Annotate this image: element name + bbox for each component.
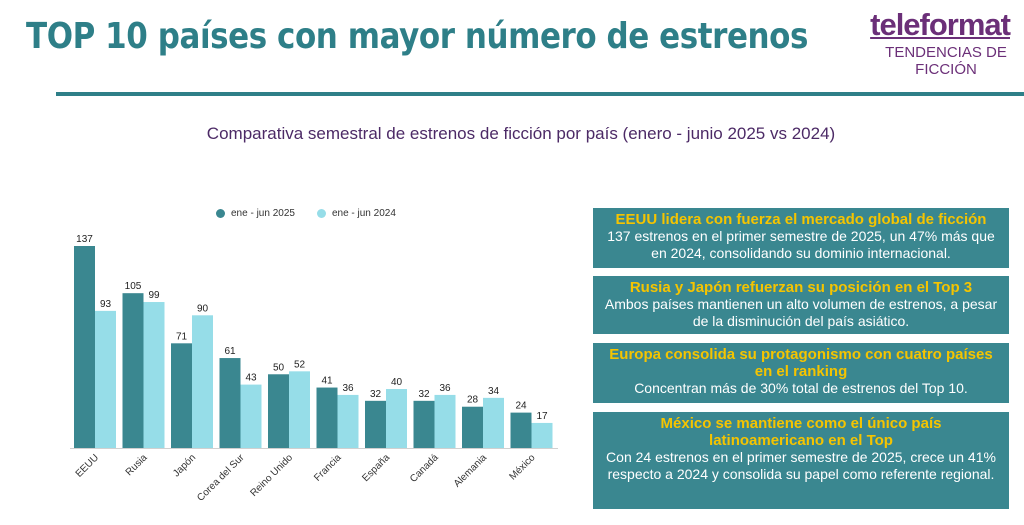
bar-2025: [316, 387, 338, 448]
data-label: 43: [245, 373, 257, 384]
insight-body: Ambos países mantienen un alto volumen d…: [604, 296, 998, 329]
chart-title: Comparativa semestral de estrenos de fic…: [206, 124, 836, 143]
bar-2024: [337, 394, 359, 448]
data-label: 137: [76, 234, 93, 245]
bar-2024: [531, 422, 553, 448]
bar-2025: [413, 400, 435, 448]
data-label: 36: [439, 383, 451, 394]
bar-2024: [95, 310, 116, 448]
data-label: 28: [467, 395, 479, 406]
bar-2025: [171, 343, 192, 448]
x-tick-label: Francia: [312, 452, 344, 484]
data-label: 24: [515, 401, 527, 412]
insight-card-3: Europa consolida su protagonismo con cua…: [593, 343, 1009, 403]
legend-label-2024: ene - jun 2024: [331, 208, 396, 219]
insight-card-2: Rusia y Japón refuerzan su posición en e…: [593, 276, 1009, 334]
insight-headline: EEUU lidera con fuerza el mercado global…: [615, 211, 987, 228]
bar-chart: 137 93 EEUU 105 99 Rusia 71 90 Japón 61 43 Corea de…: [70, 234, 558, 504]
x-tick-label: Rusia: [124, 452, 150, 478]
bar-2024: [240, 384, 262, 448]
header-divider: [56, 92, 1024, 96]
bar-2025: [462, 406, 483, 448]
x-tick-label: Japón: [171, 452, 198, 479]
data-label: 41: [321, 376, 333, 387]
data-label: 99: [148, 290, 160, 301]
bar-2024: [434, 394, 456, 448]
bar-2024: [386, 389, 407, 448]
bar-2025: [122, 293, 144, 448]
x-tick-label: Corea del Sur: [195, 452, 247, 504]
x-tick-label: Alemania: [452, 452, 490, 490]
bar-2024: [192, 315, 213, 448]
insight-card-4: México se mantiene como el único país la…: [593, 412, 1009, 509]
insight-card-1: EEUU lidera con fuerza el mercado global…: [593, 208, 1009, 268]
insight-headline: México se mantiene como el único país la…: [660, 415, 942, 449]
x-tick-label: Canadá: [408, 452, 441, 485]
page-title: TOP 10 países con mayor número de estren…: [26, 16, 808, 57]
insight-headline: Rusia y Japón refuerzan su posición en e…: [629, 279, 973, 296]
logo-wordmark: teleformat: [870, 7, 1011, 42]
insight-headline: Europa consolida su protagonismo con cua…: [609, 346, 993, 380]
insight-body: Con 24 estrenos en el primer semestre de…: [606, 449, 996, 482]
data-label: 61: [224, 346, 236, 357]
bar-2024: [483, 397, 504, 448]
x-tick-label: México: [507, 452, 537, 482]
data-label: 32: [370, 389, 382, 400]
x-tick-label: España: [360, 452, 392, 484]
legend-swatch-2024: [316, 209, 326, 218]
legend-label-2025: ene - jun 2025: [231, 208, 295, 219]
data-label: 71: [176, 331, 188, 342]
x-tick-label: EEUU: [74, 452, 101, 479]
data-label: 34: [488, 386, 500, 397]
bar-2025: [268, 374, 289, 448]
legend-swatch-2025: [216, 209, 225, 218]
x-tick-label: Reino Unido: [248, 452, 295, 499]
bar-2025: [219, 358, 241, 448]
insight-body: Concentran más de 30% total de estrenos …: [634, 380, 968, 396]
insight-body: 137 estrenos en el primer semestre de 20…: [607, 228, 995, 261]
bar-2025: [510, 412, 532, 448]
logo-tagline: TENDENCIAS DE FICCIÓN: [885, 44, 1007, 78]
data-label: 105: [125, 281, 142, 292]
data-label: 90: [197, 303, 209, 314]
data-label: 50: [273, 362, 285, 373]
legend-item-2024: ene - jun 2024: [316, 208, 396, 219]
chart-legend: ene - jun 2025 ene - jun 2024: [216, 208, 396, 219]
legend-item-2025: ene - jun 2025: [216, 208, 295, 219]
bar-2024: [143, 302, 165, 448]
data-label: 93: [100, 299, 112, 310]
data-label: 36: [342, 383, 354, 394]
data-label: 17: [536, 411, 548, 422]
bar-2024: [289, 371, 310, 448]
data-label: 52: [294, 359, 306, 370]
data-label: 32: [418, 389, 430, 400]
brand-logo: teleformat TENDENCIAS DE FICCIÓN: [870, 7, 1011, 79]
bar-2025: [365, 400, 386, 448]
bar-2025: [74, 246, 95, 448]
data-label: 40: [391, 377, 403, 388]
